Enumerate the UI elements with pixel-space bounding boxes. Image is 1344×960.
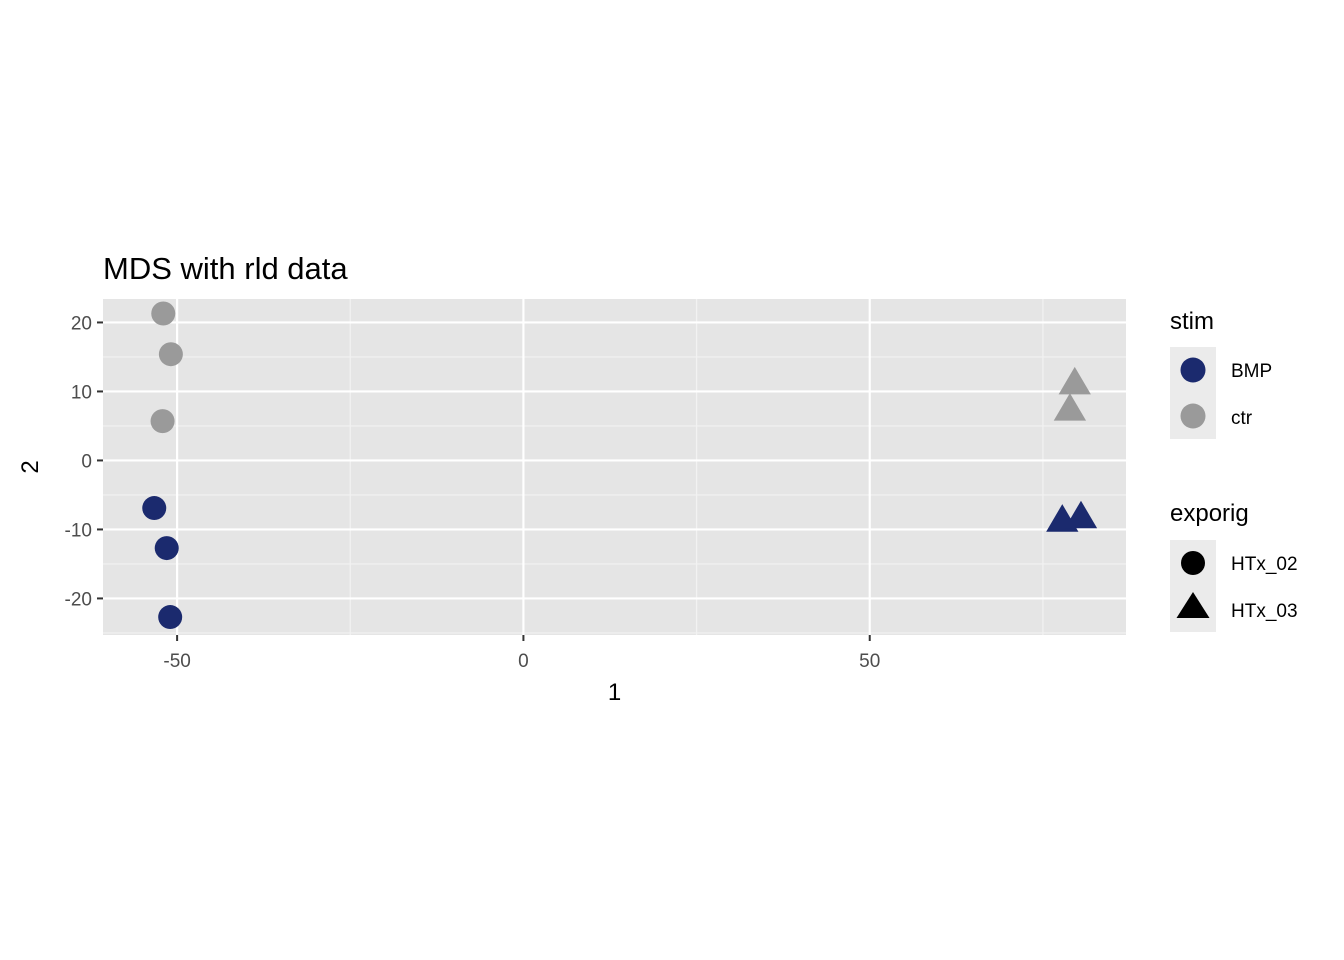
data-point-triangle xyxy=(1053,393,1087,421)
data-point-circle xyxy=(158,605,183,630)
legend-stim: stim BMP ctr xyxy=(1170,308,1272,439)
data-point-circle xyxy=(158,342,183,367)
x-axis: -50 0 50 xyxy=(163,635,880,672)
legend-key-ctr xyxy=(1180,403,1206,429)
data-point-triangle xyxy=(1058,366,1091,395)
plot-panel xyxy=(103,299,1126,635)
y-tick-label: -10 xyxy=(65,520,92,541)
grid-major xyxy=(103,299,1126,635)
y-axis-title: 2 xyxy=(17,460,44,473)
chart-title: MDS with rld data xyxy=(103,251,348,286)
legend-label-ctr: ctr xyxy=(1231,408,1253,429)
data-point-triangle xyxy=(1064,500,1098,529)
legend-label-htx03: HTx_03 xyxy=(1231,601,1298,622)
legend-exporig: exporig HTx_02 HTx_03 xyxy=(1170,500,1298,632)
data-point-circle xyxy=(154,536,179,561)
x-tick-label: -50 xyxy=(163,651,190,672)
legend-key-htx02-circle xyxy=(1181,551,1205,575)
x-tick-label: 0 xyxy=(518,651,529,672)
y-tick-label: 20 xyxy=(71,313,92,334)
x-tick-label: 50 xyxy=(859,651,880,672)
legend-label-bmp: BMP xyxy=(1231,361,1272,382)
y-tick-label: 0 xyxy=(81,451,92,472)
legend-stim-title: stim xyxy=(1170,308,1214,335)
grid-minor xyxy=(103,299,1126,635)
x-axis-title: 1 xyxy=(608,679,621,706)
legend-key-bmp xyxy=(1180,357,1206,383)
data-point-circle xyxy=(142,496,167,521)
y-axis: -20 -10 0 10 20 xyxy=(65,313,103,610)
data-points xyxy=(142,301,1098,630)
data-point-circle xyxy=(151,301,176,326)
legend-exporig-title: exporig xyxy=(1170,500,1249,527)
data-point-circle xyxy=(150,409,175,434)
y-tick-label: 10 xyxy=(71,382,92,403)
legend-key-htx03-triangle xyxy=(1176,592,1210,618)
y-tick-label: -20 xyxy=(65,589,92,610)
legend-label-htx02: HTx_02 xyxy=(1231,554,1298,575)
